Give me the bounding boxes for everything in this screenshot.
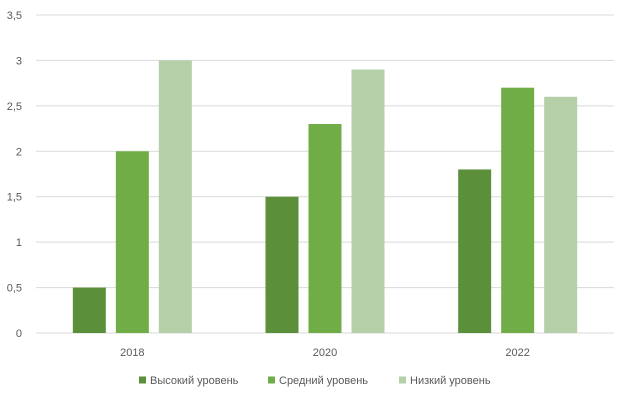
bar-2018-series-2	[115, 151, 149, 333]
y-tick-label: 3,5	[7, 10, 22, 22]
legend-label: Высокий уровень	[150, 375, 239, 387]
x-tick-label: 2020	[313, 347, 337, 359]
bar-2018-series-3	[158, 60, 192, 334]
y-tick-label: 2,5	[7, 101, 22, 113]
bar-2020-series-1	[265, 196, 299, 333]
legend-swatch	[399, 376, 406, 384]
bar-2018-series-1	[72, 287, 106, 333]
y-tick-label: 1,5	[7, 192, 22, 204]
legend-swatch	[139, 376, 146, 384]
x-tick-label: 2022	[505, 347, 529, 359]
bar-2022-series-1	[458, 169, 492, 333]
bar-2022-series-3	[544, 96, 578, 334]
bar-2020-series-3	[351, 69, 385, 333]
y-tick-label: 0,5	[7, 283, 22, 295]
x-axis: 2018 2020 2022	[120, 347, 530, 359]
bar-2020-series-2	[308, 124, 342, 334]
legend-label: Низкий уровень	[410, 375, 491, 387]
x-tick-label: 2018	[120, 347, 144, 359]
legend-swatch	[268, 376, 275, 384]
y-axis: 0 0,5 1 1,5 2 2,5 3 3,5	[7, 10, 22, 340]
bars	[72, 60, 578, 334]
legend-label: Средний уровень	[279, 375, 368, 387]
bar-2022-series-2	[501, 87, 535, 333]
y-tick-label: 0	[16, 328, 22, 340]
y-tick-label: 3	[16, 55, 22, 67]
y-tick-label: 1	[16, 237, 22, 249]
legend: Высокий уровень Средний уровень Низкий уро…	[139, 375, 491, 387]
y-tick-label: 2	[16, 146, 22, 158]
